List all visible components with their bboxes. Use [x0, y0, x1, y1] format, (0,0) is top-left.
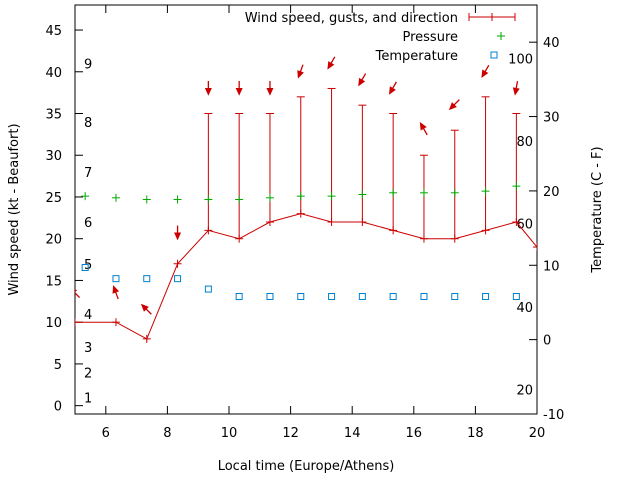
- y-right-tick-label: 10: [543, 259, 560, 274]
- beaufort-label: 6: [84, 216, 92, 231]
- wind-direction-arrow: [75, 292, 81, 299]
- fahrenheit-label: 40: [516, 301, 533, 316]
- x-tick-label: 10: [221, 426, 238, 441]
- wind-direction-arrowhead: [266, 88, 274, 96]
- temperature-point: [112, 275, 120, 283]
- fahrenheit-label: 20: [516, 383, 533, 398]
- wind-direction-arrowhead: [75, 289, 78, 293]
- x-tick-label: 14: [344, 426, 361, 441]
- wind-direction-arrowhead: [358, 77, 366, 87]
- y-axis-left-label: Wind speed (kt - Beaufort): [7, 123, 22, 295]
- y-axis-right-label: Temperature (C - F): [590, 146, 605, 273]
- temperature-point: [512, 293, 520, 301]
- wind-direction-arrowhead: [327, 61, 335, 70]
- series-layer: [75, 56, 537, 343]
- y-left-tick-label: 40: [45, 66, 62, 81]
- temperature-point: [389, 293, 397, 301]
- wind-direction-arrowhead: [419, 122, 427, 131]
- wind-direction-arrowhead: [512, 87, 520, 96]
- wind-speed-line: [75, 213, 537, 340]
- wind-direction-arrowhead: [297, 70, 304, 79]
- wind-direction-arrowhead: [448, 102, 457, 111]
- legend-symbol-temperature: [490, 51, 498, 59]
- beaufort-label: 9: [84, 57, 92, 72]
- x-tick-label: 6: [102, 426, 110, 441]
- x-tick-label: 8: [163, 426, 171, 441]
- y-left-tick-label: 30: [45, 149, 62, 164]
- fahrenheit-label: 80: [516, 135, 533, 150]
- x-tick-label: 20: [529, 426, 546, 441]
- axes-layer: 6 8 10 12 14 16 18 20051015202530354045-1001020…: [7, 4, 605, 474]
- plot-frame: [74, 4, 538, 415]
- x-tick-label: 16: [406, 426, 423, 441]
- beaufort-label: 3: [84, 341, 92, 356]
- temperature-point: [420, 293, 428, 301]
- temperature-point: [297, 293, 305, 301]
- wind-direction-arrowhead: [112, 285, 120, 294]
- beaufort-label: 8: [84, 116, 92, 131]
- y-right-tick-label: 0: [543, 334, 551, 349]
- y-left-tick-label: 0: [54, 400, 62, 415]
- y-left-tick-label: 5: [54, 358, 62, 373]
- y-left-tick-label: 15: [45, 274, 62, 289]
- fahrenheit-label: 100: [508, 53, 533, 68]
- wind-direction-arrowhead: [204, 88, 212, 96]
- y-right-tick-label: 20: [543, 185, 560, 200]
- x-tick-label: 12: [282, 426, 299, 441]
- legend-label: Wind speed, gusts, and direction: [245, 11, 458, 26]
- temperature-point: [174, 275, 182, 283]
- legend-label: Temperature: [375, 49, 458, 64]
- y-left-tick-label: 20: [45, 233, 62, 248]
- temperature-point: [204, 285, 212, 293]
- legend-label: Pressure: [402, 30, 458, 45]
- temperature-point: [143, 275, 151, 283]
- beaufort-label: 1: [84, 391, 92, 406]
- temperature-point: [358, 293, 366, 301]
- temperature-point: [328, 293, 336, 301]
- y-right-tick-label: -10: [543, 408, 564, 423]
- temperature-point: [235, 293, 243, 301]
- temperature-point: [266, 293, 274, 301]
- fahrenheit-label: 60: [516, 218, 533, 233]
- beaufort-label: 7: [84, 166, 92, 181]
- y-left-tick-label: 45: [45, 24, 62, 39]
- beaufort-label: 4: [84, 308, 92, 323]
- y-left-tick-label: 25: [45, 191, 62, 206]
- wind-direction-arrowhead: [389, 86, 396, 95]
- temperature-point: [451, 293, 459, 301]
- y-left-tick-label: 10: [45, 316, 62, 331]
- x-tick-label: 18: [467, 426, 484, 441]
- y-right-tick-label: 30: [543, 111, 560, 126]
- x-axis-label: Local time (Europe/Athens): [218, 459, 395, 474]
- y-right-tick-label: 40: [543, 36, 560, 51]
- wind-direction-arrowhead: [235, 88, 243, 96]
- legend: Wind speed, gusts, and direction Pressure…: [245, 11, 516, 64]
- beaufort-label: 2: [84, 366, 92, 381]
- wind-direction-arrowhead: [140, 303, 149, 312]
- y-left-tick-label: 35: [45, 108, 62, 123]
- wind-direction-arrowhead: [174, 232, 182, 241]
- temperature-point: [482, 293, 490, 301]
- wind-direction-arrowhead: [481, 69, 489, 79]
- temperature-point: [81, 264, 89, 272]
